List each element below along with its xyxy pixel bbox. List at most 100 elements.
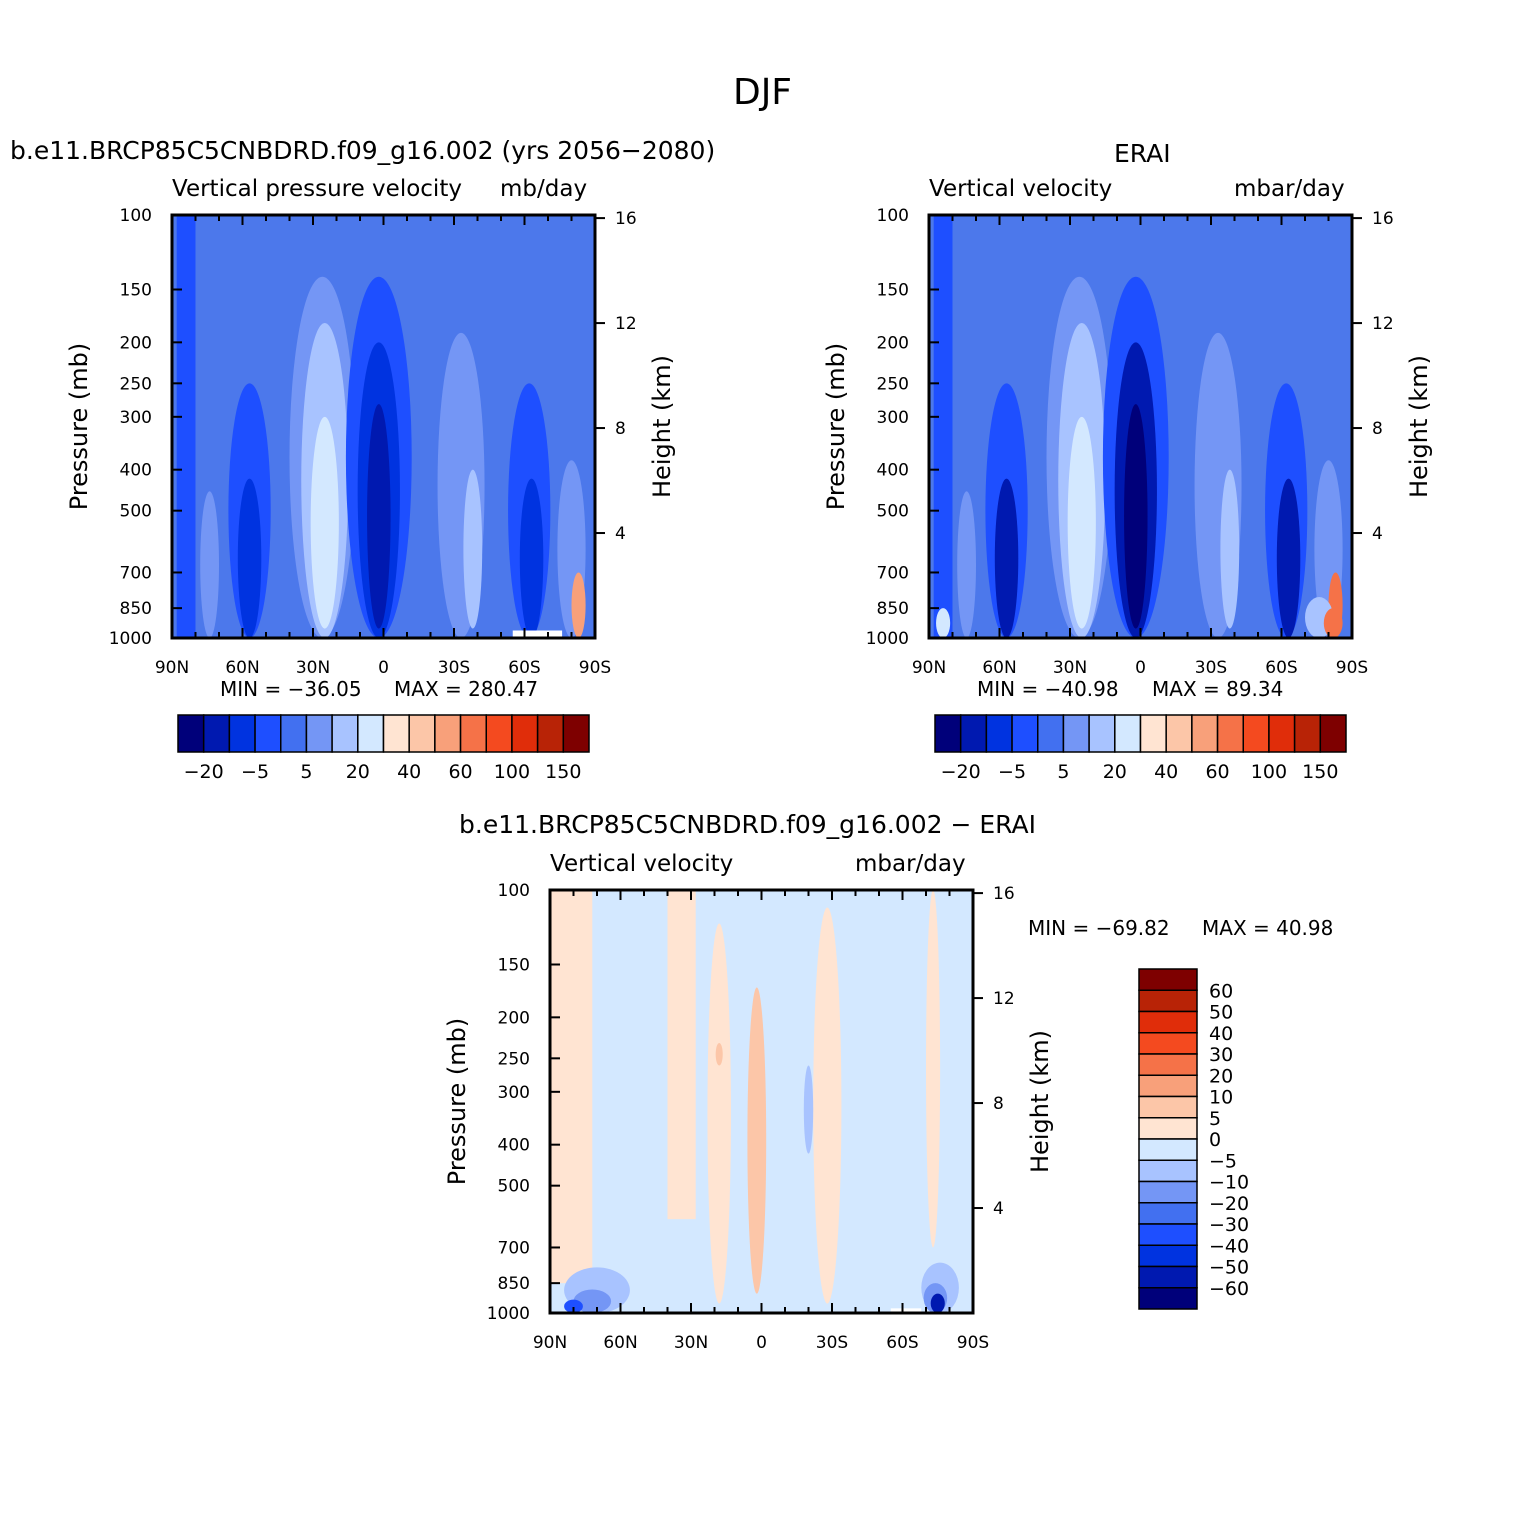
colorbar-label: 5 xyxy=(1209,1108,1221,1130)
y-tick-label: 1000 xyxy=(487,1304,530,1324)
field-ascent-nh-core xyxy=(237,478,262,638)
x-tick-label: 90S xyxy=(957,1333,989,1353)
field-nh-surface xyxy=(936,608,951,638)
colorbar-label: −20 xyxy=(184,761,224,783)
field-light-nh xyxy=(200,491,220,638)
colorbar-swatch xyxy=(1138,1053,1198,1076)
diff-cool-spot xyxy=(803,1065,814,1154)
colorbar-swatch xyxy=(1138,1117,1198,1140)
diff-cold-nh xyxy=(564,1299,583,1313)
colorbar-label: 150 xyxy=(545,761,581,783)
y-tick-label: 100 xyxy=(877,206,909,226)
x-tick-label: 90N xyxy=(533,1333,567,1353)
y-tick-label: 700 xyxy=(498,1238,530,1258)
figure-title: DJF xyxy=(732,72,793,113)
panel-obs-title: ERAI xyxy=(1114,139,1171,168)
colorbar-label: 60 xyxy=(1205,761,1229,783)
x-tick-label: 60S xyxy=(1265,658,1297,678)
x-tick-label: 60N xyxy=(225,658,259,678)
axes: 90N 60N 30N 0 30S 60S 90S 100 150 200 250 300 400 500… xyxy=(443,881,1054,1353)
right-axis-title: Height (km) xyxy=(648,355,676,498)
y-axis-title: Pressure (mb) xyxy=(822,343,850,510)
colorbar-swatch xyxy=(1242,714,1270,753)
x-tick-label: 30N xyxy=(296,658,330,678)
colorbar-swatch xyxy=(959,714,988,753)
colorbar-swatch xyxy=(1191,714,1219,753)
colorbar-label: −60 xyxy=(1209,1278,1249,1300)
panel-obs-max: MAX = 89.34 xyxy=(1152,677,1284,701)
colorbar-swatch xyxy=(1138,1244,1198,1268)
right-tick-label: 8 xyxy=(615,419,626,439)
colorbar-swatch xyxy=(228,714,256,753)
colorbar-label: 100 xyxy=(494,761,530,783)
colorbar-swatch xyxy=(1138,1202,1198,1225)
colorbar-label: 0 xyxy=(1209,1129,1221,1151)
colorbar-swatch xyxy=(1138,1138,1198,1161)
y-tick-label: 150 xyxy=(877,280,909,300)
y-tick-label: 400 xyxy=(120,461,152,481)
field-ascent-sh-core xyxy=(519,478,544,638)
y-tick-label: 200 xyxy=(877,333,909,353)
y-tick-label: 500 xyxy=(498,1177,530,1197)
x-tick-label: 30S xyxy=(1195,658,1227,678)
y-tick-label: 1000 xyxy=(109,629,152,649)
contour-field xyxy=(929,215,1352,638)
colorbar-label: −5 xyxy=(241,761,269,783)
colorbar-label: 30 xyxy=(1209,1044,1233,1066)
field-descent-nh-core xyxy=(310,416,339,629)
colorbar-swatch xyxy=(1268,714,1296,753)
diff-missing xyxy=(890,1308,922,1313)
colorbar-swatch xyxy=(1319,714,1347,753)
colorbar-label: 10 xyxy=(1209,1087,1233,1109)
panel-diff-min: MIN = −69.82 xyxy=(1028,916,1170,940)
colorbar: −20 −5 5 20 40 60 100 150 xyxy=(177,714,590,783)
y-tick-label: 400 xyxy=(877,461,909,481)
field-descent-sh-core xyxy=(463,469,483,629)
panel-obs-min: MIN = −40.98 xyxy=(977,677,1119,701)
panel-diff-max: MAX = 40.98 xyxy=(1202,916,1334,940)
colorbar-swatch xyxy=(1138,1180,1198,1204)
panel-model-units-label: mb/day xyxy=(500,176,588,202)
colorbar-swatch xyxy=(1088,714,1116,753)
y-axis-title: Pressure (mb) xyxy=(65,343,93,510)
x-tick-label: 0 xyxy=(1135,658,1146,678)
colorbar-swatch xyxy=(202,714,231,753)
colorbar-swatch xyxy=(1062,714,1090,753)
colorbar-label: 40 xyxy=(1154,761,1178,783)
right-tick-label: 16 xyxy=(993,884,1015,904)
x-tick-label: 90N xyxy=(155,658,189,678)
x-tick-label: 60N xyxy=(603,1333,637,1353)
colorbar-swatch xyxy=(1138,1095,1198,1119)
field-warm-sh-2 xyxy=(1323,608,1343,638)
right-tick-label: 4 xyxy=(1372,524,1383,544)
diff-band-sh xyxy=(813,907,842,1304)
colorbar-label: −40 xyxy=(1209,1235,1249,1257)
y-tick-label: 400 xyxy=(498,1136,530,1156)
colorbar-swatch xyxy=(485,714,513,753)
field-itcz-core xyxy=(367,404,391,629)
contour-field xyxy=(550,890,973,1313)
y-tick-label: 850 xyxy=(877,599,909,619)
colorbar-label: 150 xyxy=(1302,761,1338,783)
field-descent-sh-core xyxy=(1220,469,1240,629)
y-tick-label: 100 xyxy=(498,881,530,901)
right-axis-title: Height (km) xyxy=(1405,355,1433,498)
panel-model-title: b.e11.BRCP85C5CNBDRD.f09_g16.002 (yrs 20… xyxy=(10,136,716,165)
colorbar-label: −5 xyxy=(1209,1150,1237,1172)
colorbar-swatch xyxy=(357,714,385,753)
colorbar-swatch xyxy=(1011,714,1039,753)
colorbar-swatch xyxy=(1293,714,1322,753)
diff-band-mid xyxy=(667,890,696,1220)
colorbar-label: 5 xyxy=(1057,761,1069,783)
field-ascent-sh-core xyxy=(1276,478,1301,638)
right-tick-label: 8 xyxy=(993,1094,1004,1114)
diff-band-eq-nh xyxy=(707,923,731,1304)
colorbar-label: −50 xyxy=(1209,1257,1249,1279)
x-tick-label: 30S xyxy=(438,658,470,678)
colorbar-label: 20 xyxy=(1209,1065,1233,1087)
colorbar-swatch xyxy=(382,714,410,753)
colorbar-swatch xyxy=(985,714,1013,753)
field-missing xyxy=(512,630,563,638)
colorbar-swatch xyxy=(511,714,539,753)
